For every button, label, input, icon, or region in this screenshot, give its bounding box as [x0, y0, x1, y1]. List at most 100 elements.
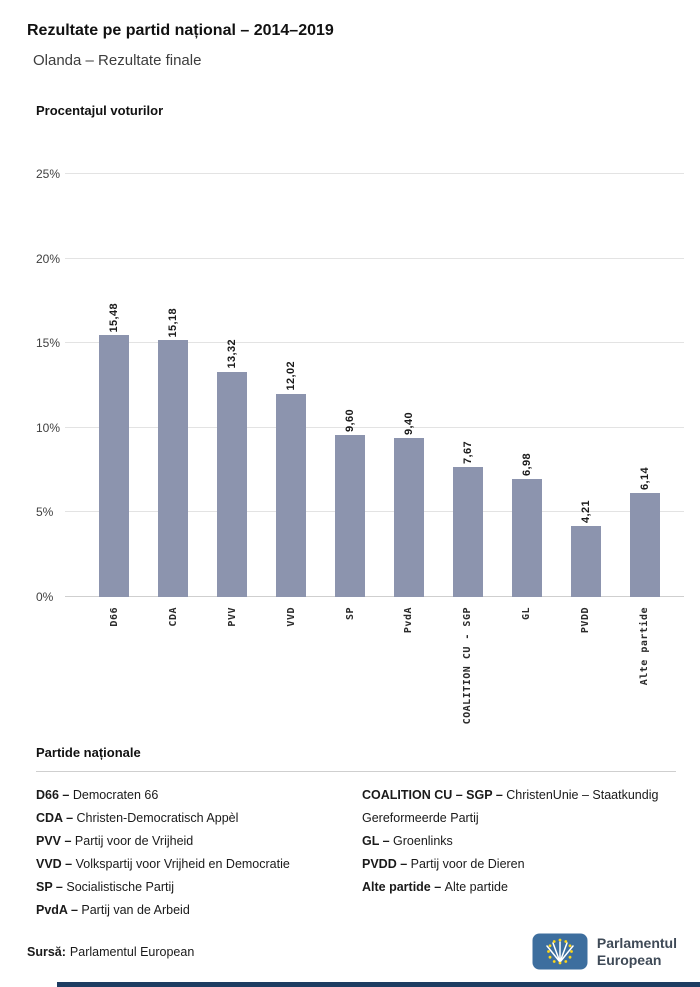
x-axis-label: VVD [285, 607, 297, 627]
bar-pvdd[interactable] [570, 525, 601, 597]
bar-group: 12,02 [262, 174, 321, 597]
legend-name: Alte partide [444, 880, 508, 894]
ep-logo-icon [532, 933, 588, 970]
gridline [65, 596, 684, 597]
x-tick-wrap: D66 [85, 597, 144, 732]
legend-name: Partij voor de Dieren [410, 857, 525, 871]
x-axis-label: PVDD [580, 607, 592, 634]
legend-abbr: CDA – [36, 811, 77, 825]
bar-sp[interactable] [335, 434, 366, 597]
y-axis-label: 15% [36, 336, 61, 351]
bar-vvd[interactable] [276, 393, 307, 597]
bar-value-label: 15,18 [167, 307, 180, 338]
legend-item: COALITION CU – SGP – ChristenUnie – Staa… [362, 784, 676, 830]
ep-logo-link[interactable]: Parlamentul European [532, 933, 677, 970]
x-tick-wrap: PVDD [556, 597, 615, 732]
legend-abbr: PVV – [36, 834, 75, 848]
legend-abbr: VVD – [36, 857, 76, 871]
x-tick-wrap: PvdA [380, 597, 439, 732]
bar-alte-partide[interactable] [629, 493, 660, 597]
bar-group: 6,14 [615, 174, 674, 597]
legend-item: D66 – Democraten 66 [36, 784, 342, 807]
bar-coalition-cu-sgp[interactable] [452, 467, 483, 597]
y-axis-label: 0% [36, 590, 54, 604]
legend-item: VVD – Volkspartij voor Vrijheid en Democ… [36, 853, 342, 876]
gridlines [65, 173, 684, 597]
legend-name: Partij van de Arbeid [81, 903, 190, 917]
x-axis-label: PvdA [403, 607, 415, 634]
x-axis-label: COALITION CU - SGP [462, 607, 474, 725]
x-axis-label: GL [521, 607, 533, 621]
plot-area: 15,48 15,18 13,32 12,02 9,60 9,40 7,67 6,98 4,21… [65, 173, 684, 597]
legend-abbr: COALITION CU – SGP – [362, 788, 507, 802]
gridline [65, 257, 684, 259]
bar-pvda[interactable] [393, 437, 424, 597]
bar-group: 9,40 [380, 174, 439, 597]
legend-abbr: GL – [362, 834, 394, 848]
legend-abbr: PVDD – [362, 857, 411, 871]
plot-wrapper: 0% 5% 10% 15% 20% 25% 15,48 15,18 13,32 12,02 9,6… [0, 167, 700, 604]
bar-value-label: 7,67 [461, 441, 474, 465]
logo-stars [546, 938, 573, 965]
bars-row: 15,48 15,18 13,32 12,02 9,60 9,40 7,67 6,98 4,21… [65, 174, 684, 597]
legend-item: PvdA – Partij van de Arbeid [36, 899, 342, 922]
legend-item: PVDD – Partij voor de Dieren [362, 853, 676, 876]
bar-group: 15,48 [85, 174, 144, 597]
bar-value-label: 6,98 [520, 452, 533, 476]
bar-group: 13,32 [203, 174, 262, 597]
gridline [65, 342, 684, 344]
x-tick-wrap: Alte partide [615, 597, 674, 732]
bar-value-label: 13,32 [226, 339, 239, 369]
source-line: Sursă: Parlamentul European [27, 945, 194, 959]
bar-cda[interactable] [158, 340, 189, 597]
x-axis-label: PVV [226, 607, 238, 627]
gridline [65, 426, 684, 428]
x-tick-wrap: VVD [262, 597, 321, 732]
legend-name: Volkspartij voor Vrijheid en Democratie [75, 857, 290, 871]
legend-title: Partide naționale [36, 745, 141, 760]
y-axis-label: 25% [36, 167, 61, 181]
bar-value-label: 4,21 [579, 499, 592, 523]
ep-logo-text: Parlamentul European [597, 935, 677, 969]
y-axis-label: 10% [36, 420, 61, 435]
bar-value-label: 9,60 [344, 408, 357, 432]
x-axis-label: CDA [167, 607, 179, 627]
bar-pvv[interactable] [217, 371, 248, 597]
bar-gl[interactable] [511, 478, 542, 597]
gridline [65, 173, 684, 174]
legend-abbr: SP – [36, 880, 67, 894]
legend-name: Socialistische Partij [66, 880, 175, 894]
x-tick-wrap: COALITION CU - SGP [438, 597, 497, 732]
bar-group: 4,21 [556, 174, 615, 597]
legend-name: Partij voor de Vrijheid [74, 834, 194, 848]
x-axis-label: Alte partide [639, 607, 651, 686]
legend-abbr: D66 – [36, 788, 73, 802]
bar-value-label: 6,14 [638, 467, 651, 491]
ep-logo-text-line1: Parlamentul [596, 934, 677, 951]
bar-group: 6,98 [497, 174, 556, 597]
y-axis-label: 20% [36, 251, 61, 266]
x-axis: D66 CDA PVV VVD SP PvdA COALITION CU - SGP GL PV… [65, 597, 684, 732]
header: Rezultate pe partid național – 2014–2019… [0, 0, 700, 69]
legend-item: CDA – Christen-Democratisch Appèl [36, 807, 342, 830]
x-tick-wrap: SP [321, 597, 380, 732]
page-title: Rezultate pe partid național – 2014–2019 [27, 22, 334, 39]
page-subtitle: Olanda – Rezultate finale [33, 52, 202, 69]
y-axis: 0% 5% 10% 15% 20% 25% [0, 167, 700, 604]
y-axis-label: 5% [36, 505, 54, 520]
footer: Sursă: Parlamentul European [27, 933, 677, 970]
ep-logo-text-line2: European [596, 951, 662, 968]
legend-columns: D66 – Democraten 66 CDA – Christen-Democr… [36, 784, 676, 922]
legend-item: GL – Groenlinks [362, 830, 676, 853]
legend-name: Groenlinks [393, 834, 453, 848]
legend-name: Christen-Democratisch Appèl [76, 811, 239, 825]
source-label: Sursă: [27, 944, 66, 959]
bar-d66[interactable] [99, 335, 130, 597]
chart-axis-heading: Procentajul voturilor [36, 103, 164, 118]
x-tick-wrap: PVV [203, 597, 262, 732]
bar-group: 9,60 [321, 174, 380, 597]
bar-group: 7,67 [438, 174, 497, 597]
footer-bar [57, 982, 700, 987]
legend-abbr: Alte partide – [362, 880, 445, 894]
x-tick-wrap: GL [497, 597, 556, 732]
